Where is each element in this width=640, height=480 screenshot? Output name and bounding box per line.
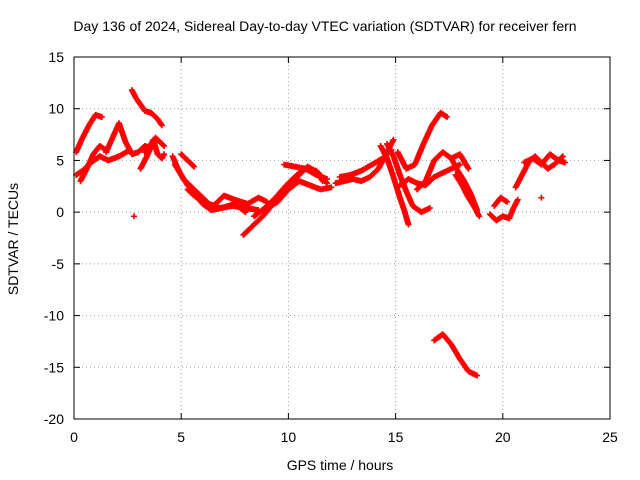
data-point [476,213,483,220]
data-point [559,153,566,160]
y-tick-label: 0 [56,204,64,220]
data-point [474,372,481,379]
x-axis-label: GPS time / hours [287,457,394,473]
data-point [514,196,521,203]
x-tick-label: 20 [495,429,511,445]
data-point [189,162,196,169]
y-tick-label: -5 [52,256,65,272]
y-tick-label: -10 [44,308,64,324]
plot-frame [73,56,611,420]
data-point [131,213,138,220]
data-point [504,198,511,205]
data-point [465,165,472,172]
data-point [98,113,105,120]
series-track-14 [251,163,330,220]
data-point [242,209,249,216]
series-track-02 [73,111,105,156]
series-track-25 [452,171,483,220]
data-point [323,176,330,183]
x-tick-label: 10 [281,429,297,445]
series-track-31 [538,194,545,201]
y-tick-label: 15 [48,49,64,65]
y-tick-label: 5 [56,152,64,168]
x-tick-label: 25 [602,429,618,445]
series-track-11 [184,186,270,209]
data-point [191,163,198,170]
data-point [159,141,166,148]
x-tick-label: 0 [70,429,78,445]
x-tick-label: 5 [177,429,185,445]
data-point [538,194,545,201]
data-point [561,159,568,166]
data-point [390,136,397,143]
chart-title: Day 136 of 2024, Sidereal Day-to-day VTE… [73,18,576,34]
series-track-27 [486,196,521,224]
data-point [328,184,335,191]
series-track-28 [491,194,511,209]
series-track-07 [141,136,168,162]
data-point [456,161,463,168]
y-axis-label: SDTVAR / TECUs [5,183,21,295]
series-track-26 [431,331,481,379]
data-point [161,151,168,158]
data-point [444,113,451,120]
data-point [405,221,412,228]
x-tick-label: 15 [388,429,404,445]
grid-layer [74,57,610,419]
series-track-12 [178,151,198,170]
series-track-19 [377,142,412,228]
series-track-16 [281,161,330,183]
series-track-05 [128,87,165,129]
data-point [158,122,165,129]
tick-layer: 0 5 10 15 20 25 -20 -15 -10 -5 0 5 10 15 [44,49,618,445]
series-track-30 [521,151,568,168]
data-point [426,205,433,212]
series-track-03 [77,142,110,185]
series-track-22 [394,109,451,172]
data-point [241,208,248,215]
y-tick-label: -20 [44,411,64,427]
marker-layer [73,87,568,379]
series-track-15 [263,178,335,212]
y-tick-label: -15 [44,359,64,375]
y-tick-label: 10 [48,101,64,117]
series-track-08 [131,213,138,220]
data-point [161,142,168,149]
